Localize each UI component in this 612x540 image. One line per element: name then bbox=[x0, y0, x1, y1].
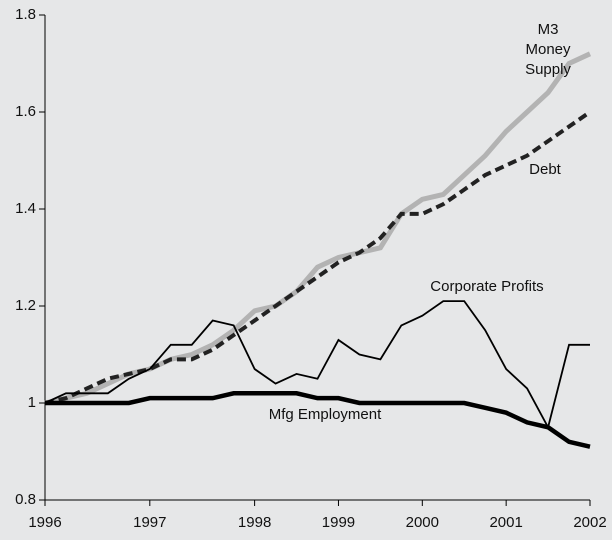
series-line bbox=[44, 51, 592, 406]
y-tick-label: 0.8 bbox=[15, 491, 36, 508]
y-tick-label: 1 bbox=[28, 394, 36, 411]
series-label: Mfg Employment bbox=[268, 406, 382, 423]
x-tick-label: 2002 bbox=[573, 514, 606, 531]
x-tick-label: 1997 bbox=[133, 514, 166, 531]
y-tick-label: 1.8 bbox=[15, 6, 36, 23]
series-label: Debt bbox=[529, 161, 561, 178]
y-tick-label: 1.6 bbox=[15, 103, 36, 120]
x-tick-label: 1996 bbox=[28, 514, 61, 531]
series-label: M3 Money Supply bbox=[525, 21, 571, 78]
x-tick-label: 2000 bbox=[406, 514, 439, 531]
series-line bbox=[44, 300, 590, 430]
x-tick-label: 1999 bbox=[322, 514, 355, 531]
y-tick-label: 1.2 bbox=[15, 297, 36, 314]
y-tick-label: 1.4 bbox=[15, 200, 36, 217]
series-line bbox=[45, 391, 591, 449]
series-label: Corporate Profits bbox=[430, 278, 544, 295]
x-tick-label: 2001 bbox=[489, 514, 522, 531]
x-tick-label: 1998 bbox=[238, 514, 271, 531]
series-line bbox=[44, 110, 592, 405]
